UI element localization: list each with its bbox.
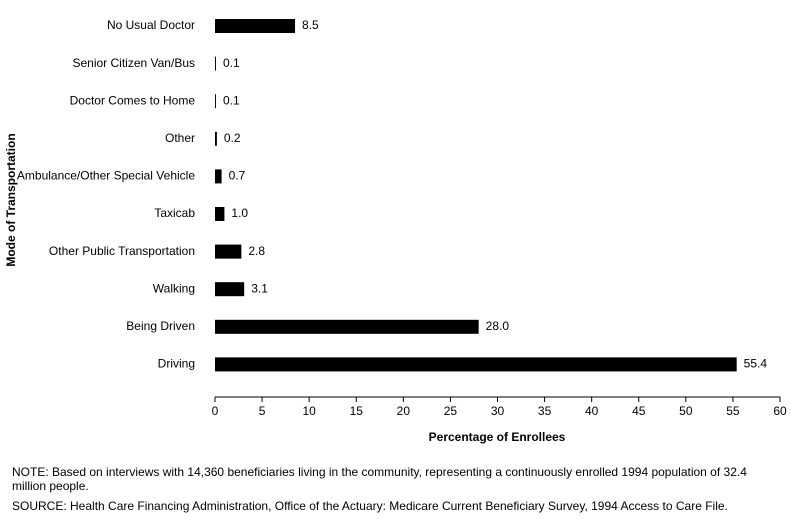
x-tick-label: 25 <box>444 404 458 418</box>
y-tick-label: Walking <box>153 281 195 295</box>
value-label: 0.7 <box>229 169 246 183</box>
x-tick-label: 30 <box>491 404 505 418</box>
bar <box>215 357 737 372</box>
x-tick-label: 15 <box>350 404 364 418</box>
bar <box>215 131 217 146</box>
x-tick-label: 10 <box>302 404 316 418</box>
bar <box>215 56 216 71</box>
value-label: 28.0 <box>486 319 510 333</box>
bar <box>215 169 222 184</box>
bar <box>215 207 225 221</box>
y-tick-label: Ambulance/Other Special Vehicle <box>17 169 195 183</box>
x-tick-label: 0 <box>212 404 219 418</box>
chart: Mode of Transportation Percentage of Enr… <box>4 18 787 444</box>
bar <box>215 282 245 297</box>
value-label: 3.1 <box>251 281 268 295</box>
value-label: 2.8 <box>248 244 265 258</box>
y-tick-label: Other <box>165 131 195 145</box>
y-tick-label: Doctor Comes to Home <box>70 93 196 107</box>
value-label: 8.5 <box>302 18 319 32</box>
bar <box>215 94 216 109</box>
value-label: 55.4 <box>744 357 768 371</box>
x-axis-label: Percentage of Enrollees <box>429 430 566 444</box>
note: NOTE: Based on interviews with 14,360 be… <box>12 465 747 493</box>
y-tick-label: No Usual Doctor <box>107 18 195 32</box>
value-label: 0.1 <box>223 93 240 107</box>
x-tick-label: 60 <box>773 404 787 418</box>
value-label: 0.1 <box>223 56 240 70</box>
y-tick-label: Driving <box>158 357 195 371</box>
value-label: 1.0 <box>231 206 248 220</box>
x-tick-label: 45 <box>632 404 646 418</box>
bar <box>215 319 479 334</box>
y-axis-label: Mode of Transportation <box>4 133 18 266</box>
y-tick-label: Other Public Transportation <box>49 244 195 258</box>
y-tick-label: Senior Citizen Van/Bus <box>72 56 195 70</box>
y-tick-label: Taxicab <box>154 206 195 220</box>
x-tick-label: 50 <box>679 404 693 418</box>
value-label: 0.2 <box>224 131 241 145</box>
bar <box>215 19 296 33</box>
x-tick-label: 40 <box>585 404 599 418</box>
x-tick-label: 35 <box>538 404 552 418</box>
x-tick-label: 55 <box>726 404 740 418</box>
source: SOURCE: Health Care Financing Administra… <box>12 499 728 513</box>
x-tick-label: 20 <box>397 404 411 418</box>
y-tick-label: Being Driven <box>126 319 195 333</box>
bar <box>215 244 242 259</box>
x-tick-label: 5 <box>259 404 266 418</box>
